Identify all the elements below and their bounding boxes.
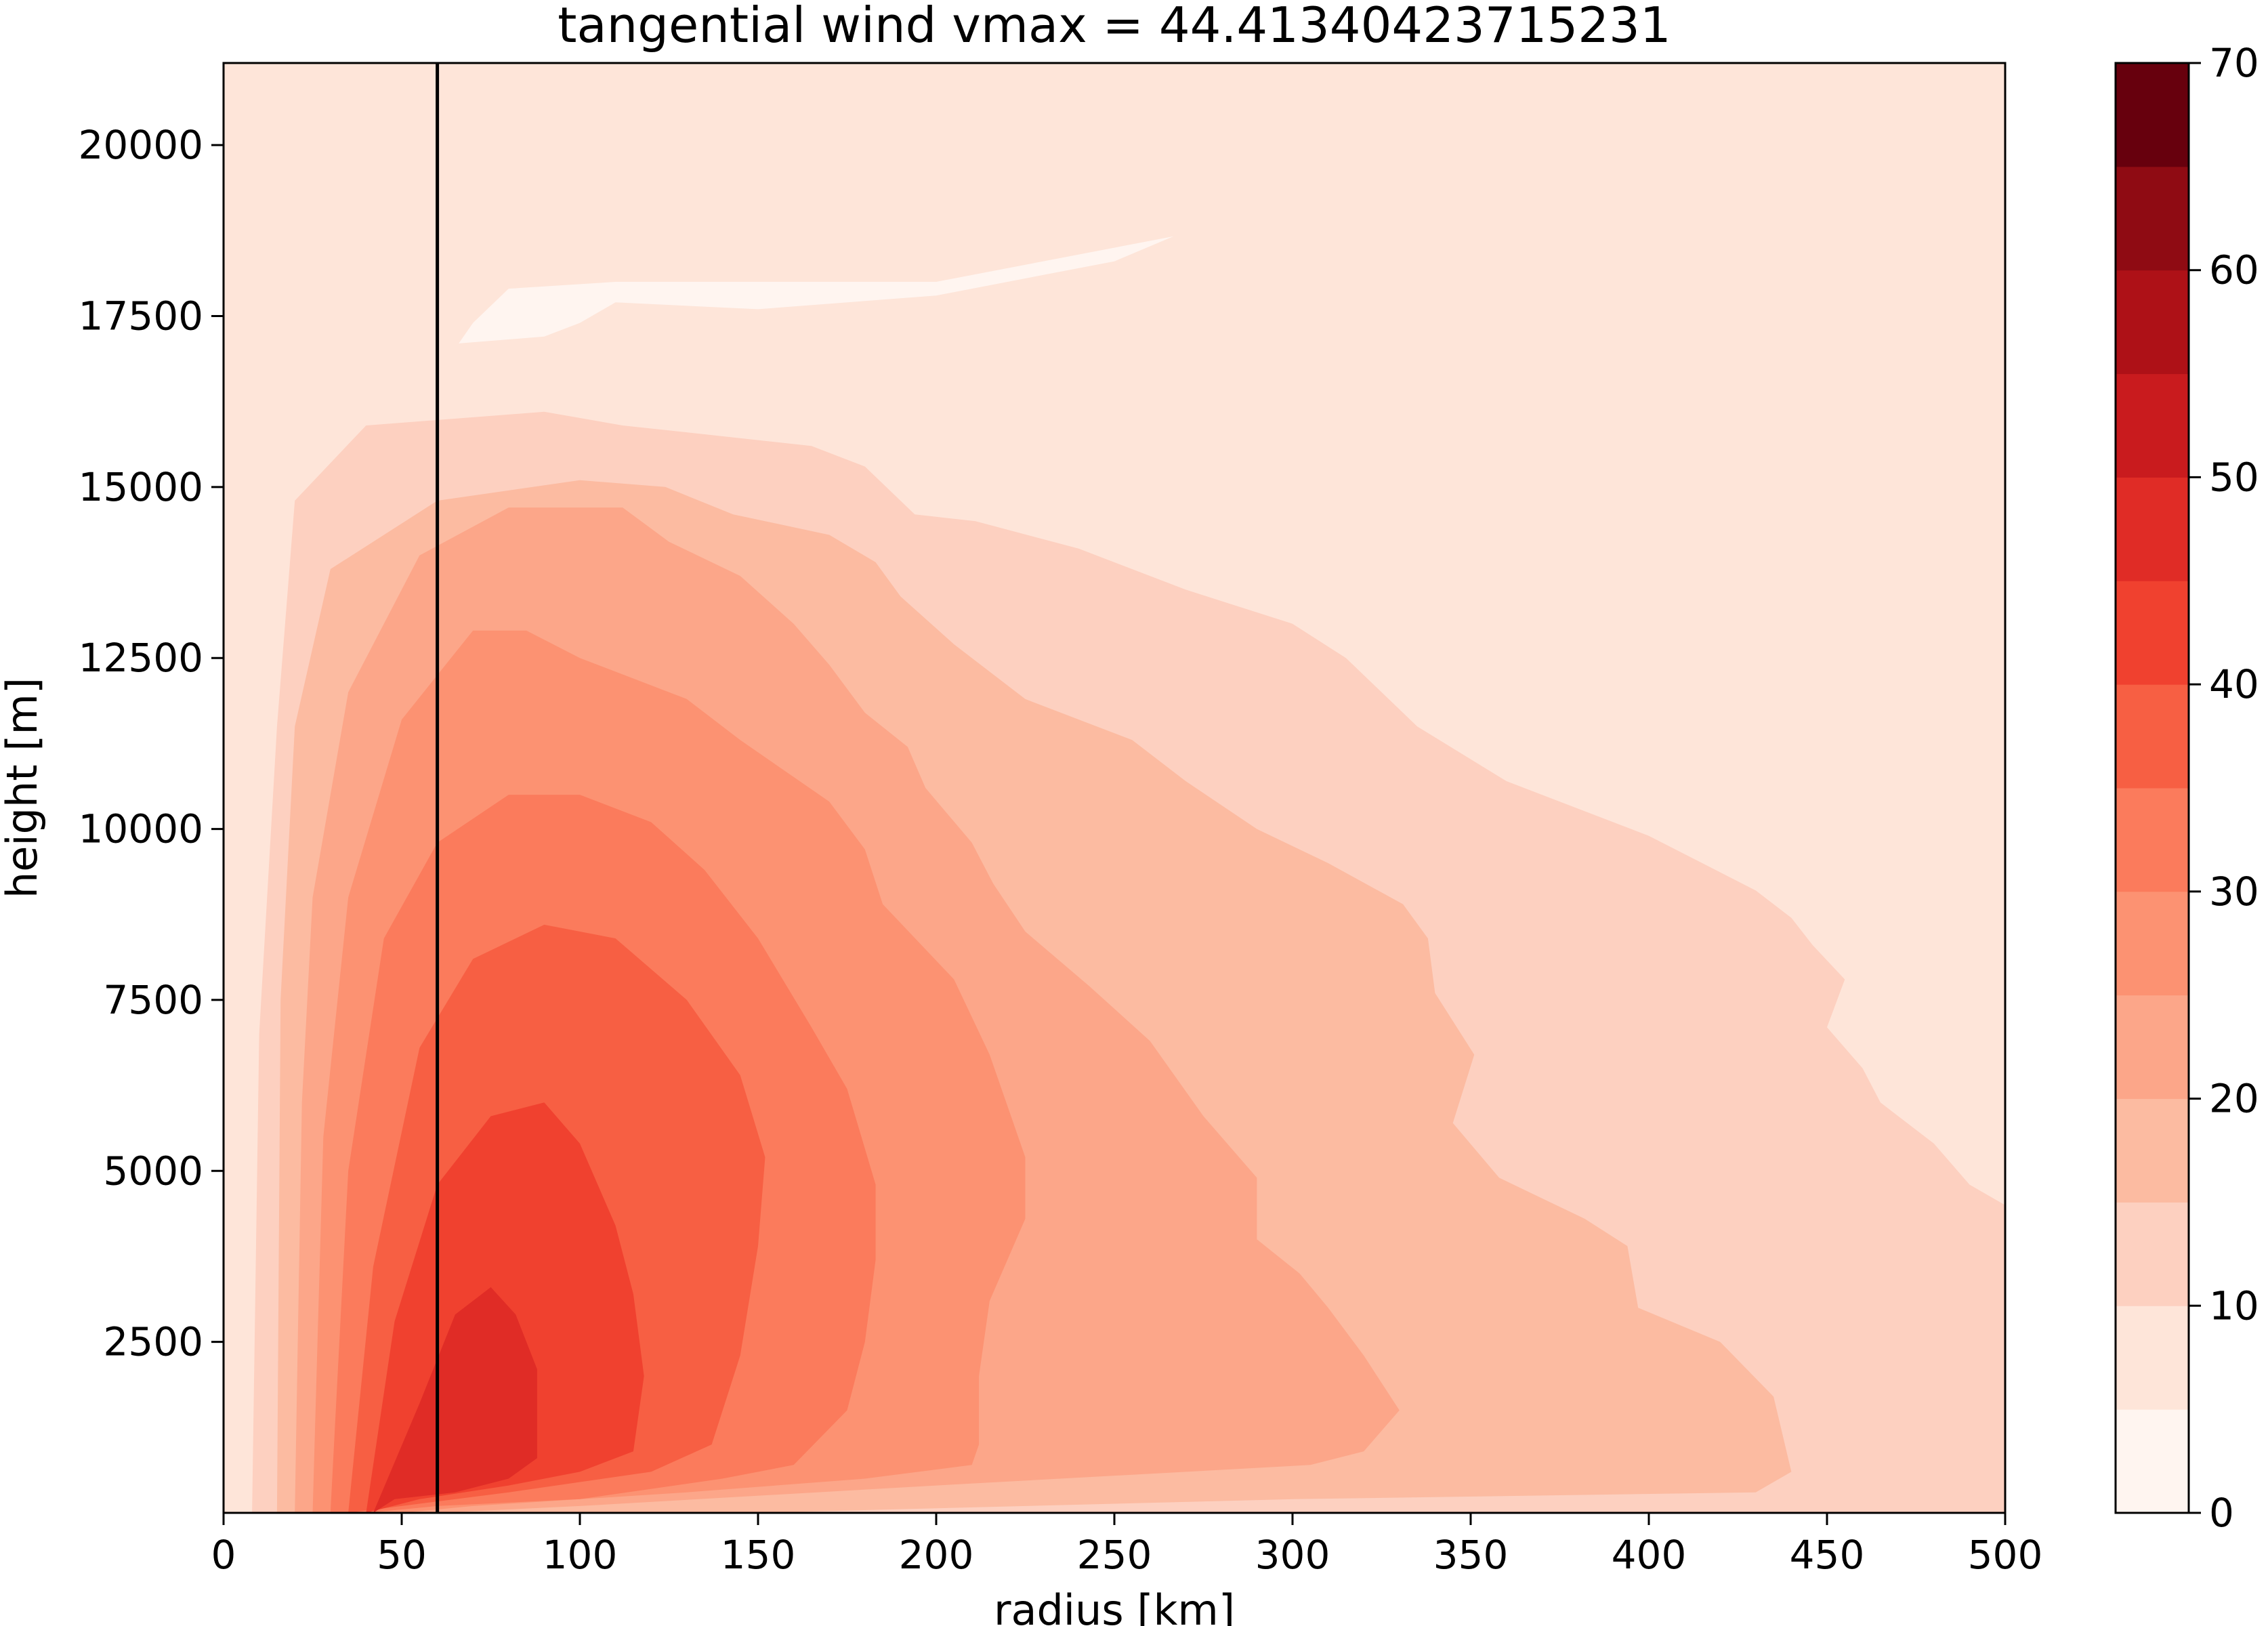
colorbar-band-10 (2116, 1202, 2189, 1306)
colorbar-tick-label: 10 (2209, 1283, 2259, 1329)
x-tick-label: 100 (543, 1532, 618, 1578)
x-tick-label: 200 (899, 1532, 974, 1578)
y-axis: 2500 5000 7500 10000 12500 15000 17500 20000 (78, 122, 224, 1365)
colorbar-band-20 (2116, 995, 2189, 1100)
x-tick-label: 450 (1790, 1532, 1865, 1578)
y-tick-label: 15000 (78, 464, 203, 510)
x-tick-label: 350 (1433, 1532, 1509, 1578)
colorbar-band-50 (2116, 373, 2189, 478)
colorbar: 0 10 20 30 40 50 60 70 (2114, 40, 2259, 1536)
x-tick-label: 50 (377, 1532, 427, 1578)
colorbar-band-65 (2116, 63, 2189, 167)
colorbar-band-35 (2116, 684, 2189, 789)
y-tick-label: 7500 (103, 977, 203, 1023)
x-tick-label: 150 (721, 1532, 796, 1578)
colorbar-tick-label: 70 (2209, 40, 2259, 86)
colorbar-frame (2114, 62, 2190, 1514)
y-tick-label: 12500 (78, 635, 203, 681)
y-tick-label: 5000 (103, 1148, 203, 1194)
colorbar-band-40 (2116, 581, 2189, 685)
contour-fill-regions (224, 63, 2005, 1513)
colorbar-tick-label: 0 (2209, 1490, 2234, 1536)
colorbar-tick-label: 60 (2209, 247, 2259, 293)
colorbar-bands (2116, 63, 2189, 1514)
colorbar-band-55 (2116, 270, 2189, 375)
colorbar-tick-label: 50 (2209, 454, 2259, 500)
colorbar-ticks: 0 10 20 30 40 50 60 70 (2189, 40, 2259, 1536)
colorbar-tick-label: 30 (2209, 869, 2259, 915)
y-tick-label: 20000 (78, 122, 203, 168)
x-axis: 0 50 100 150 200 250 300 350 400 450 500 (211, 1513, 2043, 1578)
x-tick-label: 500 (1968, 1532, 2043, 1578)
colorbar-tick-label: 20 (2209, 1076, 2259, 1122)
colorbar-band-5 (2116, 1306, 2189, 1410)
colorbar-band-25 (2116, 891, 2189, 996)
colorbar-tick-label: 40 (2209, 661, 2259, 707)
plot-area (224, 63, 2005, 1513)
chart-title: tangential wind vmax = 44.41340423715231 (558, 0, 1671, 54)
x-tick-label: 400 (1612, 1532, 1687, 1578)
colorbar-band-30 (2116, 788, 2189, 892)
y-tick-label: 17500 (78, 293, 203, 339)
colorbar-band-60 (2116, 166, 2189, 271)
x-axis-label: radius [km] (994, 1585, 1235, 1626)
y-axis-label: height [m] (0, 678, 47, 898)
colorbar-band-0 (2116, 1409, 2189, 1514)
y-tick-label: 10000 (78, 806, 203, 852)
x-tick-label: 0 (211, 1532, 236, 1578)
colorbar-band-45 (2116, 477, 2189, 581)
x-tick-label: 300 (1255, 1532, 1330, 1578)
x-tick-label: 250 (1077, 1532, 1152, 1578)
contour-region-45-10 (373, 1287, 537, 1513)
y-tick-label: 2500 (103, 1319, 203, 1365)
colorbar-band-15 (2116, 1098, 2189, 1203)
